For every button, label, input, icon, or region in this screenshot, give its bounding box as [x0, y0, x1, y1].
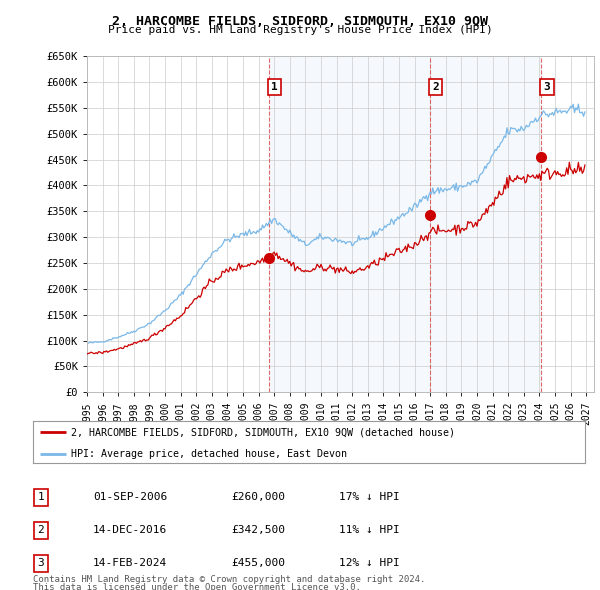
- Text: £455,000: £455,000: [231, 559, 285, 568]
- Text: This data is licensed under the Open Government Licence v3.0.: This data is licensed under the Open Gov…: [33, 583, 361, 590]
- Text: 1: 1: [37, 493, 44, 502]
- Text: 2, HARCOMBE FIELDS, SIDFORD, SIDMOUTH, EX10 9QW (detached house): 2, HARCOMBE FIELDS, SIDFORD, SIDMOUTH, E…: [71, 427, 455, 437]
- Text: 3: 3: [544, 82, 550, 92]
- Text: 14-DEC-2016: 14-DEC-2016: [93, 526, 167, 535]
- Text: 3: 3: [37, 559, 44, 568]
- Bar: [269, 56, 541, 392]
- Text: £260,000: £260,000: [231, 493, 285, 502]
- Text: 1: 1: [271, 82, 278, 92]
- Text: 11% ↓ HPI: 11% ↓ HPI: [339, 526, 400, 535]
- Text: 2, HARCOMBE FIELDS, SIDFORD, SIDMOUTH, EX10 9QW: 2, HARCOMBE FIELDS, SIDFORD, SIDMOUTH, E…: [112, 15, 488, 28]
- Text: 2: 2: [432, 82, 439, 92]
- Text: 12% ↓ HPI: 12% ↓ HPI: [339, 559, 400, 568]
- Text: HPI: Average price, detached house, East Devon: HPI: Average price, detached house, East…: [71, 449, 347, 459]
- Text: 17% ↓ HPI: 17% ↓ HPI: [339, 493, 400, 502]
- Text: Price paid vs. HM Land Registry's House Price Index (HPI): Price paid vs. HM Land Registry's House …: [107, 25, 493, 35]
- Text: 2: 2: [37, 526, 44, 535]
- Text: £342,500: £342,500: [231, 526, 285, 535]
- Text: 01-SEP-2006: 01-SEP-2006: [93, 493, 167, 502]
- Text: 14-FEB-2024: 14-FEB-2024: [93, 559, 167, 568]
- Text: Contains HM Land Registry data © Crown copyright and database right 2024.: Contains HM Land Registry data © Crown c…: [33, 575, 425, 584]
